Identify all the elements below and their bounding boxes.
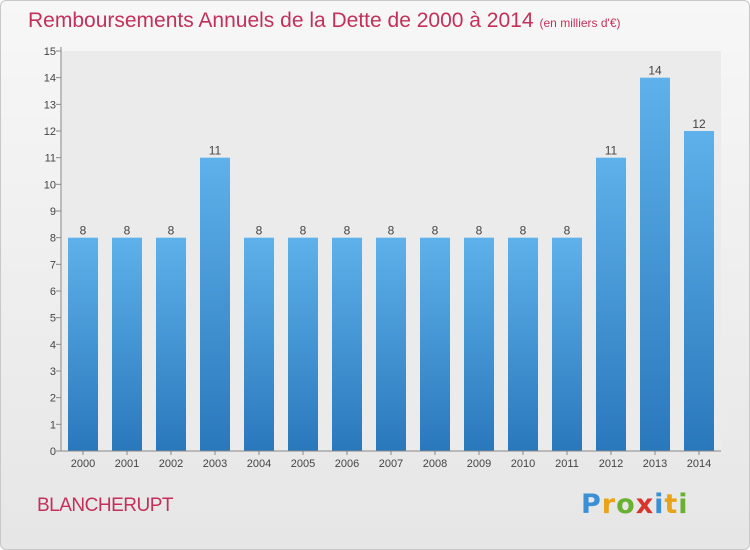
- x-tick-label: 2003: [203, 458, 227, 470]
- y-tick-label: 5: [50, 313, 56, 325]
- x-tick-label: 2013: [643, 458, 667, 470]
- y-tick-label: 12: [44, 126, 56, 138]
- y-tick-label: 9: [50, 206, 56, 218]
- y-tick-label: 2: [50, 393, 56, 405]
- bar: [552, 237, 582, 451]
- data-label: 8: [564, 224, 571, 238]
- data-label: 8: [256, 224, 263, 238]
- bar: [200, 157, 230, 451]
- y-tick-label: 4: [50, 339, 56, 351]
- x-tick-label: 2002: [159, 458, 183, 470]
- data-label: 8: [168, 224, 175, 238]
- data-label: 8: [300, 224, 307, 238]
- data-label: 8: [344, 224, 351, 238]
- chart-subtitle: (en milliers d'€): [539, 16, 621, 30]
- data-label: 14: [648, 64, 662, 78]
- bar: [288, 237, 318, 451]
- data-label: 8: [124, 224, 131, 238]
- y-tick-label: 13: [44, 99, 56, 111]
- proxiti-logo: Proxiti: [581, 489, 689, 520]
- chart-title: Remboursements Annuels de la Dette de 20…: [28, 9, 621, 33]
- y-tick-label: 8: [50, 233, 56, 245]
- y-tick-label: 15: [44, 46, 56, 58]
- x-tick-label: 2007: [379, 458, 403, 470]
- data-label: 11: [605, 144, 618, 158]
- y-tick-label: 0: [50, 446, 56, 458]
- y-tick-label: 6: [50, 286, 56, 298]
- data-label: 12: [692, 117, 706, 131]
- x-tick-label: 2012: [599, 458, 623, 470]
- chart-title-text: Remboursements Annuels de la Dette de 20…: [28, 9, 534, 32]
- bar: [68, 237, 98, 451]
- y-tick-label: 14: [44, 73, 56, 85]
- y-tick-label: 3: [50, 366, 56, 378]
- bar: [640, 77, 670, 452]
- y-tick-label: 1: [50, 419, 56, 431]
- bar: [596, 157, 626, 451]
- x-tick-label: 2010: [511, 458, 535, 470]
- x-tick-label: 2009: [467, 458, 491, 470]
- x-tick-label: 2000: [71, 458, 95, 470]
- data-label: 8: [476, 224, 483, 238]
- data-label: 11: [209, 144, 222, 158]
- x-tick-label: 2011: [555, 458, 579, 470]
- bar: [508, 237, 538, 451]
- y-tick-label: 11: [45, 153, 56, 165]
- bar: [376, 237, 406, 451]
- commune-name: BLANCHERUPT: [37, 495, 173, 516]
- data-label: 8: [80, 224, 87, 238]
- x-tick-label: 2008: [423, 458, 447, 470]
- x-tick-label: 2001: [115, 458, 139, 470]
- bar: [684, 131, 714, 451]
- bar: [332, 237, 362, 451]
- y-tick-label: 10: [44, 179, 56, 191]
- bar: [156, 237, 186, 451]
- y-tick-label: 7: [50, 259, 56, 271]
- bar: [464, 237, 494, 451]
- data-label: 8: [520, 224, 527, 238]
- x-tick-label: 2014: [687, 458, 711, 470]
- bar: [420, 237, 450, 451]
- x-tick-label: 2006: [335, 458, 359, 470]
- bar: [244, 237, 274, 451]
- data-label: 8: [432, 224, 439, 238]
- x-tick-label: 2004: [247, 458, 271, 470]
- bar: [112, 237, 142, 451]
- x-tick-label: 2005: [291, 458, 315, 470]
- data-label: 8: [388, 224, 395, 238]
